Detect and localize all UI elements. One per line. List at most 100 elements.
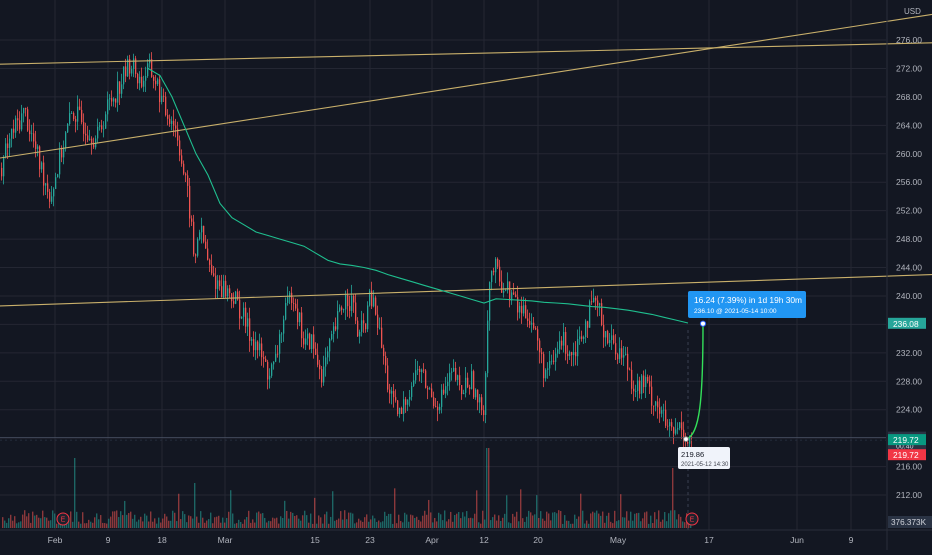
candle-body <box>167 115 169 119</box>
candle-body <box>479 397 481 403</box>
candle-body <box>37 146 39 149</box>
candle-body <box>529 320 531 325</box>
volume-bar <box>558 510 560 528</box>
candle-body <box>31 133 33 135</box>
candle-body <box>93 144 95 148</box>
candle-body <box>279 334 281 354</box>
volume-bar <box>328 523 330 528</box>
trendline[interactable] <box>0 42 932 65</box>
volume-bar <box>78 521 80 528</box>
volume-bar <box>256 512 258 528</box>
candle-body <box>325 357 327 367</box>
candle-body <box>265 358 267 362</box>
candle-body <box>403 399 405 414</box>
candle-body <box>393 390 395 398</box>
volume-bar <box>182 511 184 528</box>
candle-body <box>613 335 615 344</box>
candle-body <box>143 80 145 87</box>
volume-bar <box>678 514 680 528</box>
candle-body <box>437 406 439 411</box>
candle-body <box>653 405 655 407</box>
volume-bar <box>152 521 154 528</box>
volume-bar <box>140 516 142 528</box>
candle-body <box>85 133 87 136</box>
volume-bar <box>548 513 550 528</box>
volume-bar <box>398 514 400 528</box>
candle-body <box>233 301 235 304</box>
volume-bar <box>456 513 458 528</box>
volume-bar <box>316 523 318 528</box>
volume-bar <box>342 519 344 528</box>
volume-bar <box>54 513 56 528</box>
volume-bar <box>362 521 364 528</box>
projection-end-point[interactable] <box>699 320 707 327</box>
volume-bar <box>134 514 136 528</box>
candle-body <box>157 79 159 85</box>
candle-body <box>213 273 215 276</box>
volume-bar <box>334 520 336 528</box>
volume-bar <box>368 521 370 528</box>
volume-bar <box>446 521 448 528</box>
projection-label-box[interactable] <box>688 291 806 318</box>
volume-bar <box>306 515 308 528</box>
volume-bar <box>412 515 414 528</box>
volume-bar <box>190 516 192 528</box>
candle-body <box>495 258 497 273</box>
candle-body <box>405 399 407 405</box>
candle-body <box>57 174 59 178</box>
volume-bar <box>416 516 418 528</box>
volume-bar <box>142 521 144 528</box>
candle-body <box>293 302 295 304</box>
volume-bar <box>610 521 612 528</box>
candle-body <box>413 380 415 387</box>
candle-body <box>73 113 75 120</box>
volume-bar <box>100 515 102 528</box>
volume-bar <box>508 522 510 528</box>
volume-bar <box>488 448 490 528</box>
candle-body <box>331 334 333 340</box>
volume-bar <box>162 518 164 528</box>
volume-bar <box>410 514 412 528</box>
candle-body <box>461 385 463 395</box>
trendline[interactable] <box>0 13 932 159</box>
volume-bar <box>568 520 570 528</box>
candle-body <box>59 148 61 175</box>
candle-body <box>649 381 651 387</box>
candle-body <box>91 138 93 145</box>
candle-body <box>45 183 47 186</box>
candle-body <box>115 98 117 103</box>
volume-bar <box>586 520 588 528</box>
volume-bar <box>594 512 596 528</box>
earnings-marker-icon[interactable] <box>56 512 70 526</box>
candle-body <box>35 141 37 149</box>
earnings-marker-icon[interactable] <box>685 512 699 526</box>
candle-body <box>193 221 195 255</box>
volume-bar <box>314 497 316 528</box>
volume-bar <box>112 511 114 528</box>
volume-bar <box>676 519 678 528</box>
candle-body <box>225 280 227 297</box>
candle-body <box>677 428 679 430</box>
candle-body <box>473 371 475 398</box>
candle-body <box>7 143 9 148</box>
candle-body <box>559 340 561 350</box>
projection-curve[interactable] <box>685 323 704 440</box>
candle-body <box>201 225 203 233</box>
projection-start-point[interactable] <box>683 436 689 443</box>
candle-body <box>555 353 557 362</box>
volume-bar <box>110 516 112 528</box>
volume-bar <box>550 520 552 528</box>
trendline[interactable] <box>0 274 932 307</box>
candle-body <box>617 354 619 360</box>
volume-bar <box>6 522 8 528</box>
candle-body <box>411 386 413 397</box>
volume-bar <box>392 523 394 528</box>
candle-body <box>589 301 591 328</box>
volume-bar <box>288 518 290 528</box>
volume-bar <box>382 521 384 528</box>
hover-price-label: 219.86 <box>681 450 704 459</box>
candle-body <box>291 292 293 303</box>
volume-bar <box>428 499 430 528</box>
